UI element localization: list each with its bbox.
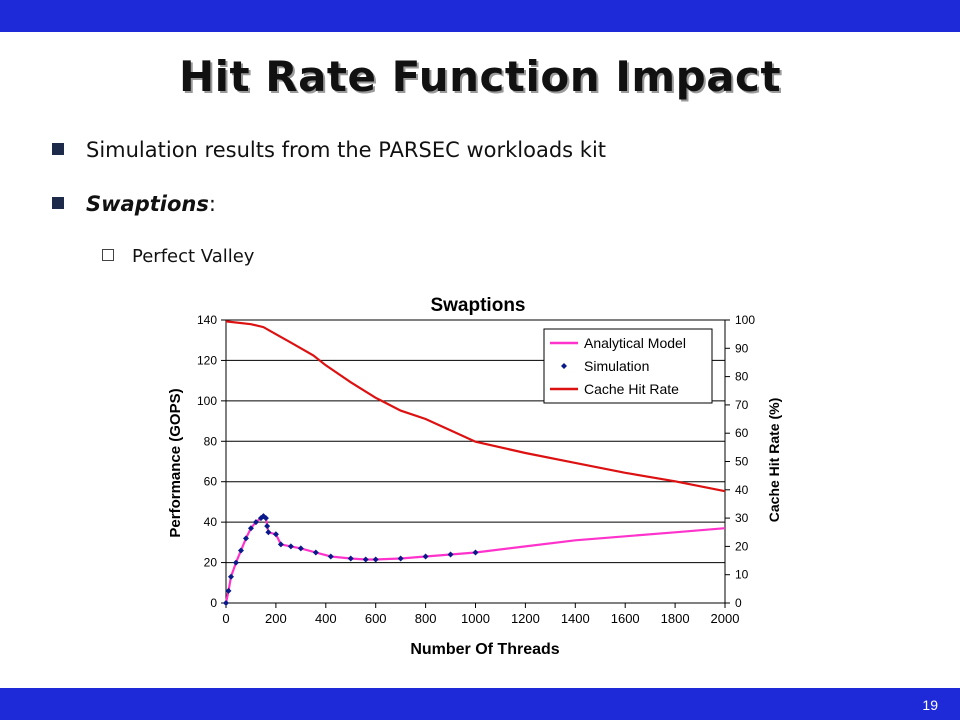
bullet-emphasis: Swaptions bbox=[86, 192, 209, 216]
bullet-text: Simulation results from the PARSEC workl… bbox=[86, 138, 607, 162]
legend-swatch bbox=[561, 363, 567, 369]
y-right-axis-label: Cache Hit Rate (%) bbox=[766, 398, 782, 522]
simulation-point bbox=[265, 529, 272, 536]
x-axis-label: Number Of Threads bbox=[410, 641, 559, 658]
y-right-tick-label: 80 bbox=[735, 370, 749, 384]
simulation-point bbox=[362, 556, 369, 563]
y-right-tick-label: 50 bbox=[735, 455, 749, 469]
y-right-tick-label: 70 bbox=[735, 398, 749, 412]
simulation-point bbox=[312, 549, 319, 556]
simulation-point bbox=[227, 573, 234, 580]
simulation-point bbox=[422, 553, 429, 560]
x-tick-label: 1200 bbox=[511, 611, 540, 626]
simulation-point bbox=[297, 545, 304, 552]
simulation-point bbox=[252, 519, 259, 526]
simulation-point bbox=[223, 600, 229, 606]
simulation-point bbox=[397, 555, 404, 562]
legend-label: Simulation bbox=[584, 358, 649, 374]
y-left-tick-label: 20 bbox=[204, 556, 218, 570]
simulation-point bbox=[372, 556, 379, 563]
y-left-tick-label: 140 bbox=[197, 313, 217, 327]
sub-bullet-text: Perfect Valley bbox=[132, 246, 255, 267]
simulation-point bbox=[225, 587, 232, 594]
legend: Analytical Model Simulation Cache Hit Rate bbox=[543, 328, 713, 404]
simulation-point bbox=[242, 535, 249, 542]
x-tick-label: 600 bbox=[365, 611, 387, 626]
x-tick-label: 1000 bbox=[461, 611, 490, 626]
y-right-tick-label: 30 bbox=[735, 511, 749, 525]
series-layer bbox=[223, 320, 726, 606]
simulation-point bbox=[327, 553, 334, 560]
legend-label: Cache Hit Rate bbox=[584, 381, 679, 397]
x-tick-label: 1400 bbox=[561, 611, 590, 626]
y-right-tick-label: 40 bbox=[735, 483, 749, 497]
simulation-point bbox=[247, 525, 254, 532]
legend-box bbox=[543, 328, 713, 404]
simulation-point bbox=[447, 551, 454, 558]
slide-number: 19 bbox=[922, 697, 938, 713]
bullet-item: Swaptions: bbox=[52, 192, 216, 216]
x-tick-label: 1800 bbox=[661, 611, 690, 626]
simulation-point bbox=[262, 515, 269, 522]
y-left-tick-label: 120 bbox=[197, 353, 217, 367]
y-right-tick-label: 20 bbox=[735, 539, 749, 553]
x-tick-label: 2000 bbox=[711, 611, 740, 626]
simulation-point bbox=[347, 555, 354, 562]
sub-bullet-item: Perfect Valley bbox=[102, 246, 254, 267]
square-bullet-icon bbox=[52, 197, 64, 209]
chart-title: Swaptions bbox=[430, 295, 525, 316]
simulation-point bbox=[232, 559, 239, 566]
bullet-item: Simulation results from the PARSEC workl… bbox=[52, 138, 606, 162]
legend-label: Analytical Model bbox=[584, 335, 686, 351]
axes-layer: 0204060801001201400102030405060708090100… bbox=[197, 313, 755, 626]
y-right-tick-label: 10 bbox=[735, 568, 749, 582]
simulation-point bbox=[277, 541, 284, 548]
y-right-tick-label: 60 bbox=[735, 426, 749, 440]
y-left-tick-label: 0 bbox=[210, 596, 217, 610]
y-left-axis-label: Performance (GOPS) bbox=[167, 388, 184, 537]
y-left-tick-label: 80 bbox=[204, 434, 218, 448]
hollow-square-bullet-icon bbox=[102, 249, 114, 261]
x-tick-label: 400 bbox=[315, 611, 337, 626]
series-line-analytical-model bbox=[224, 514, 726, 604]
x-tick-label: 1600 bbox=[611, 611, 640, 626]
top-bar bbox=[0, 0, 960, 32]
square-bullet-icon bbox=[52, 143, 64, 155]
y-left-tick-label: 60 bbox=[204, 475, 218, 489]
y-left-tick-label: 40 bbox=[204, 515, 218, 529]
x-tick-label: 0 bbox=[222, 611, 229, 626]
y-right-tick-label: 0 bbox=[735, 596, 742, 610]
y-right-tick-label: 100 bbox=[735, 313, 755, 327]
bullet-suffix: : bbox=[208, 192, 216, 216]
slide-title: Hit Rate Function Impact bbox=[178, 52, 782, 101]
simulation-point bbox=[237, 547, 244, 554]
x-tick-label: 800 bbox=[415, 611, 437, 626]
x-tick-label: 200 bbox=[265, 611, 287, 626]
simulation-point bbox=[287, 543, 294, 550]
simulation-point bbox=[472, 549, 479, 556]
simulation-point bbox=[264, 523, 271, 530]
series-line-cache-hit-rate bbox=[225, 320, 726, 493]
y-left-tick-label: 100 bbox=[197, 394, 217, 408]
bottom-bar: 19 bbox=[0, 688, 960, 720]
simulation-point bbox=[272, 531, 279, 538]
y-right-tick-label: 90 bbox=[735, 341, 749, 355]
